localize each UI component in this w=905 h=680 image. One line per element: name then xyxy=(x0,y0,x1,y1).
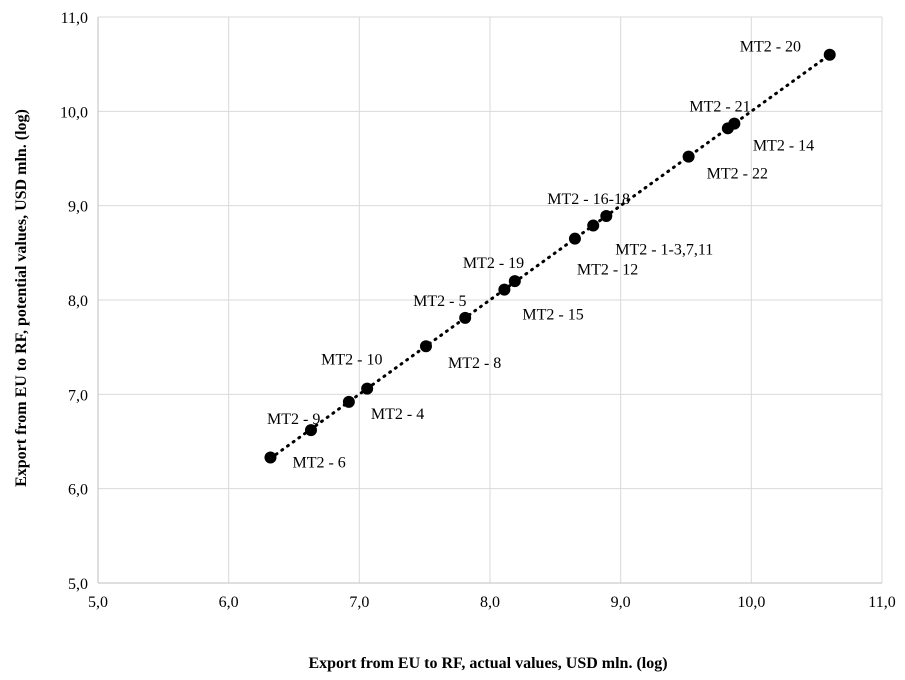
data-point xyxy=(600,210,613,223)
gridlines xyxy=(98,16,883,583)
point-label: MT2 - 16-18 xyxy=(547,191,630,208)
y-tick-label: 11,0 xyxy=(61,10,88,27)
data-point xyxy=(568,232,581,245)
point-label: MT2 - 9 xyxy=(267,411,320,428)
x-tick-label: 5,0 xyxy=(88,594,108,611)
point-label: MT2 - 4 xyxy=(371,406,424,423)
y-tick-label: 8,0 xyxy=(68,293,88,310)
data-point xyxy=(264,451,277,464)
point-label: MT2 - 8 xyxy=(448,355,501,372)
y-tick-label: 10,0 xyxy=(60,104,88,121)
point-labels: MT2 - 6 MT2 - 9 MT2 - 4 MT2 - 10 MT2 - 8 MT2 … xyxy=(267,39,814,472)
y-tick-label: 9,0 xyxy=(68,199,88,216)
point-label: MT2 - 14 xyxy=(753,137,814,154)
x-tick-label: 7,0 xyxy=(349,594,369,611)
x-tick-label: 6,0 xyxy=(219,594,239,611)
point-label: MT2 - 12 xyxy=(577,262,638,279)
point-label: MT2 - 5 xyxy=(413,293,466,310)
point-label: MT2 - 6 xyxy=(292,455,345,472)
x-tick-label: 9,0 xyxy=(611,594,631,611)
y-axis-title: Export from EU to RF, potential values, … xyxy=(13,109,30,487)
axes xyxy=(97,17,882,584)
data-point xyxy=(498,283,511,296)
data-point xyxy=(361,382,374,395)
data-points xyxy=(264,48,836,464)
y-tick-labels: 5,0 6,0 7,0 8,0 9,0 10,0 11,0 xyxy=(60,10,88,593)
data-point xyxy=(508,275,521,288)
point-label: MT2 - 10 xyxy=(321,352,382,369)
x-tick-label: 10,0 xyxy=(737,594,765,611)
point-label: MT2 - 20 xyxy=(740,39,801,56)
data-point xyxy=(682,150,695,163)
y-tick-label: 5,0 xyxy=(68,576,88,593)
data-point xyxy=(587,219,600,232)
data-point xyxy=(342,395,355,408)
point-label: MT2 - 22 xyxy=(707,166,768,183)
data-point xyxy=(419,340,432,353)
x-tick-label: 11,0 xyxy=(868,594,895,611)
y-tick-label: 7,0 xyxy=(68,387,88,404)
data-point xyxy=(728,117,741,130)
point-label: MT2 - 19 xyxy=(463,255,524,272)
point-label: MT2 - 1-3,7,11 xyxy=(615,241,713,258)
data-point xyxy=(459,311,472,324)
data-point xyxy=(823,48,836,61)
y-tick-label: 6,0 xyxy=(68,482,88,499)
x-tick-label: 8,0 xyxy=(480,594,500,611)
x-tick-labels: 5,0 6,0 7,0 8,0 9,0 10,0 11,0 xyxy=(88,594,896,611)
point-label: MT2 - 15 xyxy=(522,307,583,324)
point-label: MT2 - 21 xyxy=(689,99,750,116)
data-point xyxy=(304,424,317,437)
x-axis-title: Export from EU to RF, actual values, USD… xyxy=(308,655,667,672)
